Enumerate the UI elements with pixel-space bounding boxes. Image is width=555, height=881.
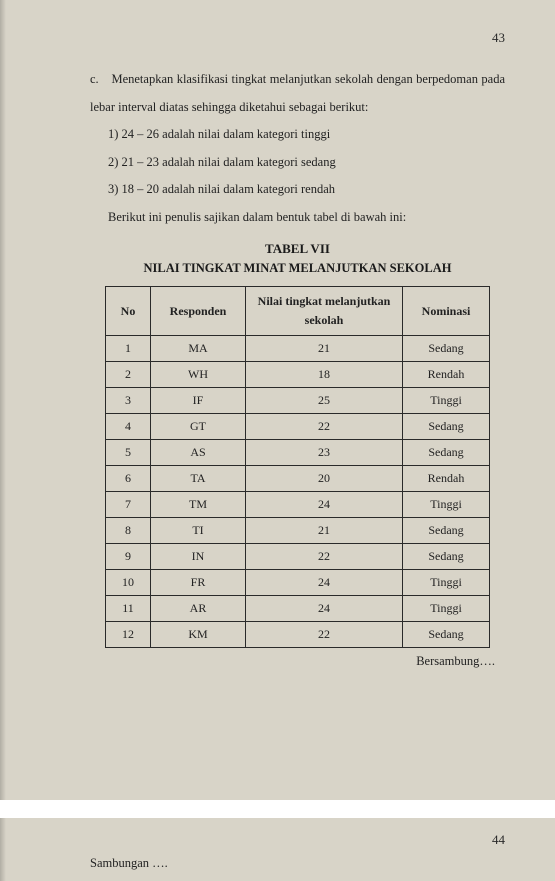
table-cell-resp: GT [151,414,246,440]
table-cell-nilai: 25 [246,388,403,414]
table-cell-no: 1 [106,336,151,362]
table-cell-nilai: 21 [246,518,403,544]
table-cell-nom: Sedang [403,518,490,544]
table-cell-nilai: 20 [246,466,403,492]
table-row: 2WH18Rendah [106,362,490,388]
table-cell-no: 3 [106,388,151,414]
table-subtitle: NILAI TINGKAT MINAT MELANJUTKAN SEKOLAH [90,261,505,276]
table-cell-nom: Tinggi [403,492,490,518]
intro-paragraph: c. Menetapkan klasifikasi tingkat melanj… [90,66,505,121]
table-cell-resp: IN [151,544,246,570]
table-row: 12KM22Sedang [106,622,490,648]
table-cell-no: 9 [106,544,151,570]
sambungan-label: Sambungan …. [90,856,505,871]
table-row: 4GT22Sedang [106,414,490,440]
table-cell-no: 12 [106,622,151,648]
col-responden-header: Responden [151,287,246,336]
page-number-2: 44 [90,832,505,848]
table-cell-no: 6 [106,466,151,492]
table-cell-nilai: 24 [246,570,403,596]
table-cell-nilai: 23 [246,440,403,466]
table-cell-resp: KM [151,622,246,648]
table-cell-resp: WH [151,362,246,388]
table-cell-nilai: 18 [246,362,403,388]
table-cell-no: 8 [106,518,151,544]
table-cell-resp: AR [151,596,246,622]
table-cell-resp: FR [151,570,246,596]
continue-label: Bersambung…. [90,654,505,669]
table-cell-no: 11 [106,596,151,622]
table-cell-nom: Rendah [403,362,490,388]
criteria-1: 1) 24 – 26 adalah nilai dalam kategori t… [108,121,505,149]
table-cell-resp: AS [151,440,246,466]
table-cell-nom: Tinggi [403,388,490,414]
table-cell-resp: TI [151,518,246,544]
data-table: No Responden Nilai tingkat melanjutkan s… [105,286,490,648]
criteria-3: 3) 18 – 20 adalah nilai dalam kategori r… [108,176,505,204]
table-row: 8TI21Sedang [106,518,490,544]
lead-table-text: Berikut ini penulis sajikan dalam bentuk… [108,204,505,232]
table-row: 6TA20Rendah [106,466,490,492]
table-cell-nom: Sedang [403,440,490,466]
criteria-2: 2) 21 – 23 adalah nilai dalam kategori s… [108,149,505,177]
table-cell-nom: Rendah [403,466,490,492]
table-header-row: No Responden Nilai tingkat melanjutkan s… [106,287,490,336]
table-row: 3IF25Tinggi [106,388,490,414]
page-shadow [0,0,6,800]
table-row: 1MA21Sedang [106,336,490,362]
table-cell-no: 2 [106,362,151,388]
table-row: 7TM24Tinggi [106,492,490,518]
table-cell-resp: TA [151,466,246,492]
table-cell-nom: Tinggi [403,596,490,622]
table-cell-nilai: 21 [246,336,403,362]
table-row: 5AS23Sedang [106,440,490,466]
page-shadow [0,818,6,881]
table-cell-nom: Sedang [403,336,490,362]
table-cell-nom: Sedang [403,414,490,440]
table-cell-no: 10 [106,570,151,596]
table-cell-nilai: 24 [246,492,403,518]
table-cell-resp: MA [151,336,246,362]
table-row: 9IN22Sedang [106,544,490,570]
table-cell-no: 5 [106,440,151,466]
table-cell-nilai: 22 [246,414,403,440]
col-nominasi-header: Nominasi [403,287,490,336]
page-2: 44 Sambungan …. [0,818,555,881]
intro-text: Menetapkan klasifikasi tingkat melanjutk… [90,72,505,114]
table-row: 10FR24Tinggi [106,570,490,596]
page-1: 43 c. Menetapkan klasifikasi tingkat mel… [0,0,555,800]
table-row: 11AR24Tinggi [106,596,490,622]
table-cell-nom: Sedang [403,544,490,570]
table-cell-nilai: 22 [246,544,403,570]
table-cell-nom: Tinggi [403,570,490,596]
col-no-header: No [106,287,151,336]
page-number: 43 [90,30,505,46]
table-cell-resp: TM [151,492,246,518]
table-cell-nom: Sedang [403,622,490,648]
col-nilai-header: Nilai tingkat melanjutkan sekolah [246,287,403,336]
table-cell-no: 4 [106,414,151,440]
intro-label: c. [90,66,108,94]
table-cell-nilai: 24 [246,596,403,622]
table-cell-no: 7 [106,492,151,518]
table-cell-resp: IF [151,388,246,414]
table-body: 1MA21Sedang2WH18Rendah3IF25Tinggi4GT22Se… [106,336,490,648]
table-title: TABEL VII [90,241,505,257]
page-gap [0,800,555,818]
table-cell-nilai: 22 [246,622,403,648]
